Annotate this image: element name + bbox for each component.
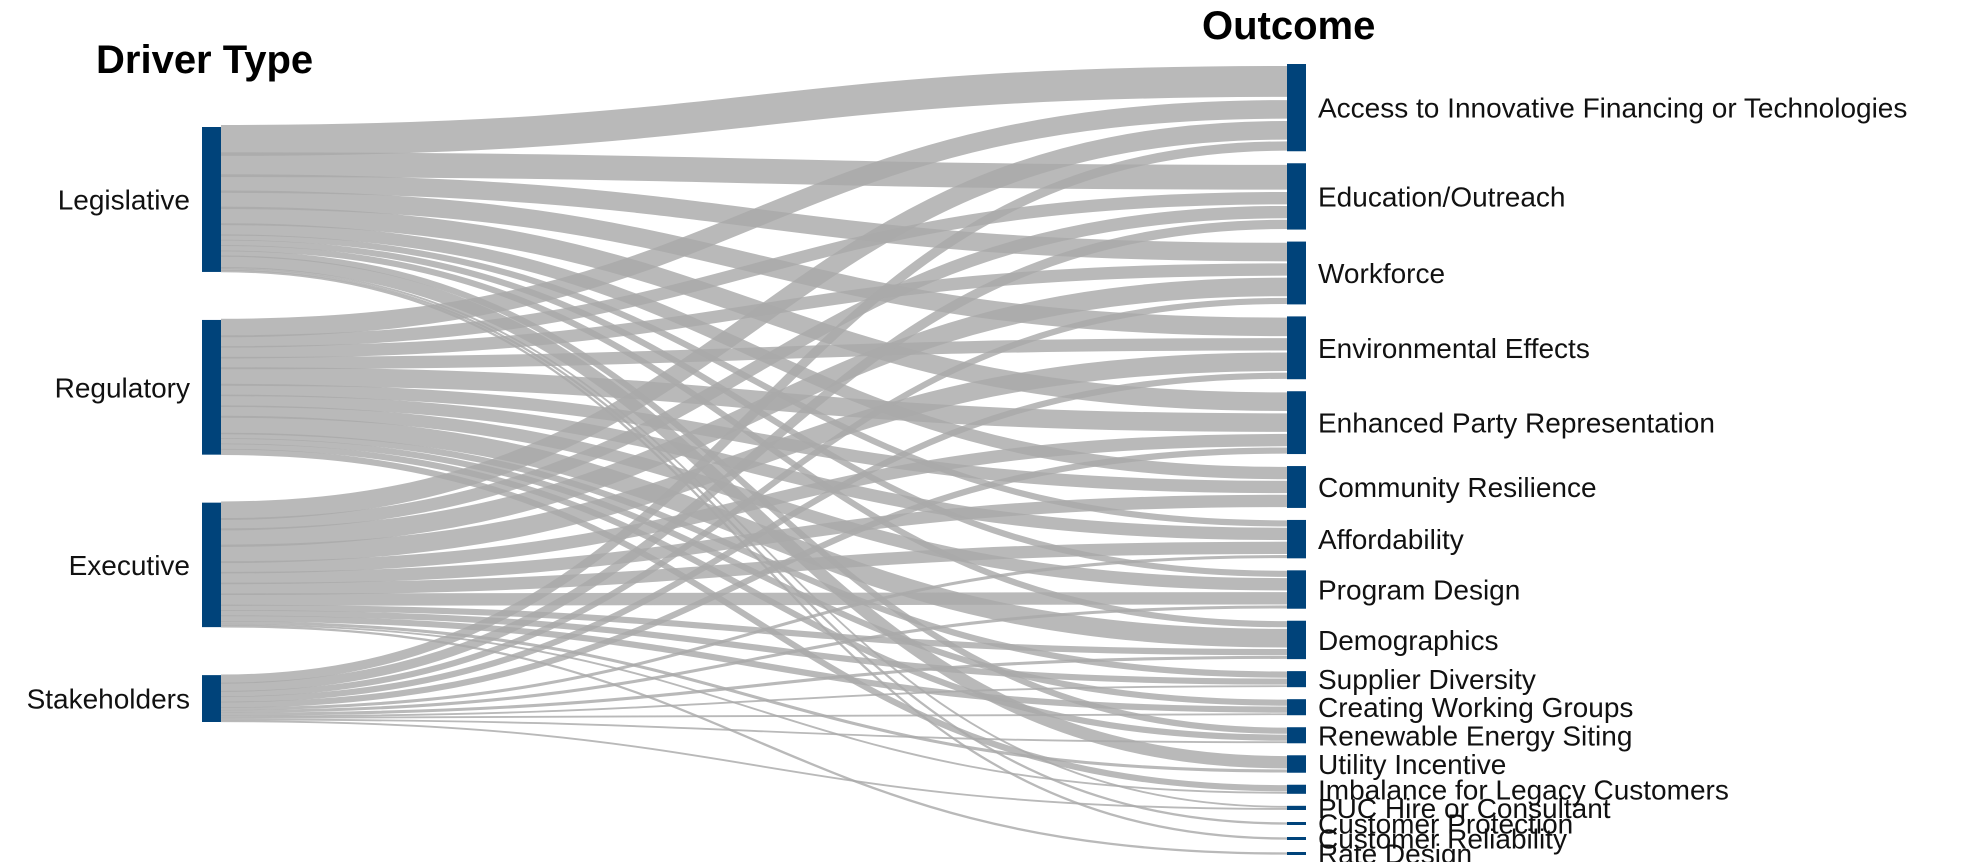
target-label-puc-hire-or-consultant: PUC Hire or Consultant	[1318, 793, 1611, 824]
link-stakeholders-to-target-1	[220, 219, 1288, 692]
link-executive-to-target-9	[220, 610, 1288, 685]
target-node-imbalance-for-legacy-customers	[1287, 784, 1306, 794]
target-node-puc-hire-or-consultant	[1287, 805, 1306, 810]
link-executive-to-target-1	[220, 205, 1288, 531]
link-legislative-to-target-12	[220, 255, 1288, 769]
sankey-links	[220, 65, 1288, 855]
link-stakeholders-to-target-7	[220, 605, 1288, 714]
source-label-stakeholders: Stakeholders	[27, 684, 190, 715]
target-label-enhanced-party-representation: Enhanced Party Representation	[1318, 408, 1715, 439]
source-node-legislative	[202, 127, 221, 272]
link-regulatory-to-target-5	[220, 383, 1288, 494]
link-executive-to-target-4	[220, 433, 1288, 574]
link-regulatory-to-target-13	[220, 448, 1288, 792]
target-node-utility-incentive	[1287, 755, 1306, 773]
target-label-workforce: Workforce	[1318, 258, 1445, 289]
link-executive-to-target-13	[220, 623, 1288, 794]
source-nodes: Legislative Regulatory Executive Stakeholde…	[27, 127, 221, 722]
link-stakeholders-to-target-2	[220, 297, 1288, 698]
link-regulatory-to-target-0	[220, 100, 1288, 338]
target-node-creating-working-groups	[1287, 699, 1306, 716]
link-stakeholders-to-target-8	[220, 655, 1288, 716]
source-node-stakeholders	[202, 675, 221, 722]
target-label-access-to-innovative-financing-or-technologies: Access to Innovative Financing or Techno…	[1318, 93, 1907, 124]
target-node-program-design	[1287, 570, 1306, 609]
link-legislative-to-target-3	[220, 190, 1288, 337]
target-node-customer-protection	[1287, 822, 1306, 825]
target-label-customer-reliability: Customer Reliability	[1318, 824, 1567, 855]
target-node-renewable-energy-siting	[1287, 727, 1306, 744]
target-node-education-outreach	[1287, 163, 1306, 230]
link-stakeholders-to-target-0	[220, 141, 1288, 684]
target-nodes: Access to Innovative Financing or Techno…	[1287, 64, 1907, 862]
target-label-customer-protection: Customer Protection	[1318, 809, 1573, 840]
source-label-executive: Executive	[69, 550, 190, 581]
target-label-demographics: Demographics	[1318, 625, 1499, 656]
driver-type-title: Driver Type	[96, 38, 314, 82]
link-executive-to-target-8	[220, 604, 1288, 656]
link-stakeholders-to-target-9	[220, 685, 1288, 718]
target-node-access-to-innovative-financing-or-technologies	[1287, 64, 1306, 152]
target-node-demographics	[1287, 620, 1306, 660]
link-regulatory-to-target-4	[220, 367, 1288, 432]
link-executive-to-target-17	[220, 625, 1288, 855]
target-label-environmental-effects: Environmental Effects	[1318, 333, 1590, 364]
link-executive-to-target-12	[220, 620, 1288, 773]
target-node-supplier-diversity	[1287, 671, 1306, 688]
link-stakeholders-to-target-6	[220, 555, 1288, 711]
target-label-program-design: Program Design	[1318, 575, 1520, 606]
source-node-executive	[202, 502, 221, 628]
link-regulatory-to-target-3	[220, 338, 1288, 370]
target-label-renewable-energy-siting: Renewable Energy Siting	[1318, 720, 1632, 751]
source-label-legislative: Legislative	[58, 184, 190, 215]
link-regulatory-to-target-1	[220, 191, 1288, 348]
link-legislative-to-target-15	[220, 268, 1288, 825]
target-label-community-resilience: Community Resilience	[1318, 472, 1597, 503]
link-executive-to-target-6	[220, 541, 1288, 596]
link-stakeholders-to-target-4	[220, 447, 1288, 708]
target-label-rate-design: Rate Design	[1318, 839, 1472, 862]
target-node-workforce	[1287, 241, 1306, 305]
target-label-affordability: Affordability	[1318, 524, 1464, 555]
link-executive-to-target-7	[220, 592, 1288, 606]
link-stakeholders-to-target-11	[220, 718, 1288, 744]
link-stakeholders-to-target-10	[220, 713, 1288, 719]
target-node-community-resilience	[1287, 466, 1306, 508]
link-stakeholders-to-target-14	[220, 720, 1288, 810]
target-label-imbalance-for-legacy-customers: Imbalance for Legacy Customers	[1318, 774, 1729, 805]
source-label-regulatory: Regulatory	[55, 372, 190, 403]
outcome-title: Outcome	[1202, 4, 1376, 48]
target-label-supplier-diversity: Supplier Diversity	[1318, 664, 1536, 695]
target-node-rate-design	[1287, 852, 1306, 855]
link-stakeholders-to-target-3	[220, 372, 1288, 703]
target-label-utility-incentive: Utility Incentive	[1318, 749, 1506, 780]
link-executive-to-target-0	[220, 121, 1288, 521]
target-node-affordability	[1287, 519, 1306, 559]
source-node-regulatory	[202, 319, 221, 455]
link-regulatory-to-target-11	[220, 443, 1288, 741]
target-node-customer-reliability	[1287, 837, 1306, 840]
target-node-enhanced-party-representation	[1287, 391, 1306, 455]
link-legislative-to-target-0	[220, 65, 1288, 156]
target-label-creating-working-groups: Creating Working Groups	[1318, 692, 1633, 723]
target-label-education-outreach: Education/Outreach	[1318, 181, 1566, 212]
target-node-environmental-effects	[1287, 316, 1306, 380]
link-regulatory-to-target-8	[220, 415, 1288, 648]
link-executive-to-target-10	[220, 615, 1288, 713]
